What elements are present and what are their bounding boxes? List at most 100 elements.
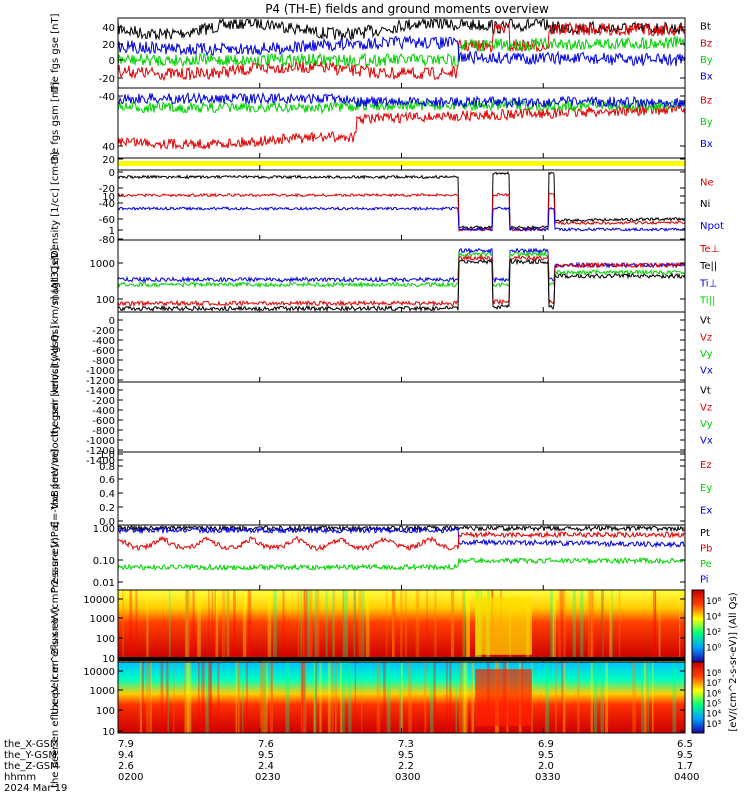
colorbar	[691, 589, 705, 663]
y-tick-label: -400	[92, 336, 115, 347]
heatmap-streak	[647, 662, 649, 733]
panel-9: 10 100 1000 10000 the peir en eflux eV (cm^2…	[50, 537, 686, 715]
heatmap-streak	[611, 590, 613, 662]
panel-frame	[117, 239, 686, 313]
heatmap-streak	[270, 662, 273, 733]
heatmap-streak	[266, 662, 268, 733]
legend-label: Ne	[700, 177, 714, 188]
heatmap-streak	[424, 662, 427, 733]
panel-frame	[117, 311, 686, 383]
heatmap-streak	[183, 662, 187, 733]
heatmap-streak	[303, 662, 306, 733]
heatmap-streak	[192, 590, 195, 662]
colorbar-tick-label: 10⁸	[706, 669, 721, 679]
y-tick-label: 10	[102, 654, 115, 665]
y-tick-label: 0.0	[99, 517, 115, 528]
y-tick-label: -1400	[86, 386, 115, 397]
footer-label-hhmm: hhmm	[4, 772, 36, 783]
heatmap-streak	[561, 662, 565, 733]
heatmap-streak	[450, 590, 455, 662]
y-tick-label: 10000	[83, 667, 115, 678]
heatmap-streak	[466, 590, 470, 662]
colorbar	[691, 661, 705, 734]
panel-8: 0.01 0.10 1.00 Pressure [nPa] Pt Pb Pe Pi	[50, 522, 712, 594]
legend-label: Ti||	[699, 295, 715, 306]
x-gsm-0: 7.9	[118, 739, 134, 750]
hhmm-4: 0400	[674, 772, 699, 783]
heatmap-streak	[226, 590, 229, 662]
heatmap-streak	[361, 662, 363, 733]
heatmap-streak	[415, 590, 420, 662]
colorbar-tick-label: 10³	[706, 720, 721, 730]
panel-10: 10 100 1000 10000 the peer en eflux eV (cm^2…	[50, 607, 686, 788]
colorbar-tick-label: 10⁴	[706, 613, 721, 623]
legend-label: Vx	[700, 366, 713, 377]
y-tick-label: -80	[99, 235, 115, 246]
y-tick-label: -1200	[86, 446, 115, 457]
heatmap-streak	[652, 662, 654, 733]
hhmm-2: 0300	[395, 772, 420, 783]
y-tick-label: -20	[99, 184, 115, 195]
panel-3: 1 10 Density [1/cc] [cm-3] Ne Ni Npot	[50, 152, 724, 258]
y-tick-label: 100	[96, 706, 115, 717]
heatmap-streak	[643, 662, 647, 733]
heatmap-streak	[303, 590, 308, 662]
heatmap-streak	[201, 662, 205, 733]
z-gsm-0: 2.6	[118, 761, 134, 772]
heatmap-streak	[185, 590, 190, 662]
hhmm-0: 0200	[118, 772, 143, 783]
legend-label: Bz	[700, 38, 712, 49]
y-tick-label: 1000	[90, 259, 115, 270]
legend-label: Bx	[700, 72, 713, 83]
panel-frame	[117, 169, 686, 241]
legend-label: Vx	[700, 436, 713, 447]
y-tick-label: -60	[99, 215, 115, 226]
heatmap-streak	[471, 662, 475, 733]
y-axis-label: Pressure [nPa]	[50, 522, 61, 594]
heatmap-streak	[325, 590, 328, 662]
y-tick-label: 10000	[83, 595, 115, 606]
y-gsm-3: 9.5	[538, 750, 554, 761]
heatmap-streak	[214, 590, 216, 662]
y-gsm-2: 9.5	[398, 750, 414, 761]
heatmap-streak	[577, 662, 580, 733]
heatmap-streak	[331, 662, 334, 733]
heatmap-streak	[184, 590, 188, 662]
quality-flag-bar	[118, 161, 685, 166]
heatmap-streak	[313, 662, 317, 733]
heatmap-streak	[221, 590, 226, 662]
heatmap-streak	[399, 662, 403, 733]
heatmap-streak	[149, 662, 151, 733]
heatmap-streak	[197, 590, 201, 662]
heatmap-streak	[332, 590, 335, 662]
heatmap-streak	[273, 590, 277, 662]
heatmap-streak	[122, 590, 124, 662]
heatmap-streak	[270, 662, 273, 733]
legend-label: Te||	[699, 261, 717, 272]
heatmap-streak	[302, 662, 307, 733]
y-tick-label: 0	[109, 316, 115, 327]
y-tick-label: -600	[92, 346, 115, 357]
y-tick-label: 1000	[90, 614, 115, 625]
colorbar-tick-label: 10⁵	[706, 700, 721, 710]
panel-frame	[117, 451, 686, 526]
series-line	[117, 98, 686, 115]
y-axis-label: the peer en eflux eV (cm^2-s-sr-eV)	[50, 607, 61, 788]
heatmap-streak	[187, 662, 192, 733]
heatmap-streak	[198, 662, 200, 733]
colorbar-tick-label: 10⁰	[706, 644, 721, 654]
heatmap-streak	[580, 590, 584, 662]
y-tick-label: -40	[99, 199, 115, 210]
legend-label: Ti⊥	[699, 278, 717, 289]
z-gsm-1: 2.4	[258, 761, 274, 772]
y-tick-label: 20	[102, 155, 115, 166]
heatmap-streak	[233, 590, 236, 662]
legend-label: Ni	[700, 199, 710, 210]
heatmap-streak	[590, 590, 593, 662]
heatmap-streak	[400, 662, 403, 733]
y-gsm-1: 9.5	[258, 750, 274, 761]
footer-label-y: the_Y-GSM	[4, 750, 57, 761]
y-tick-label: 0.8	[99, 462, 115, 473]
